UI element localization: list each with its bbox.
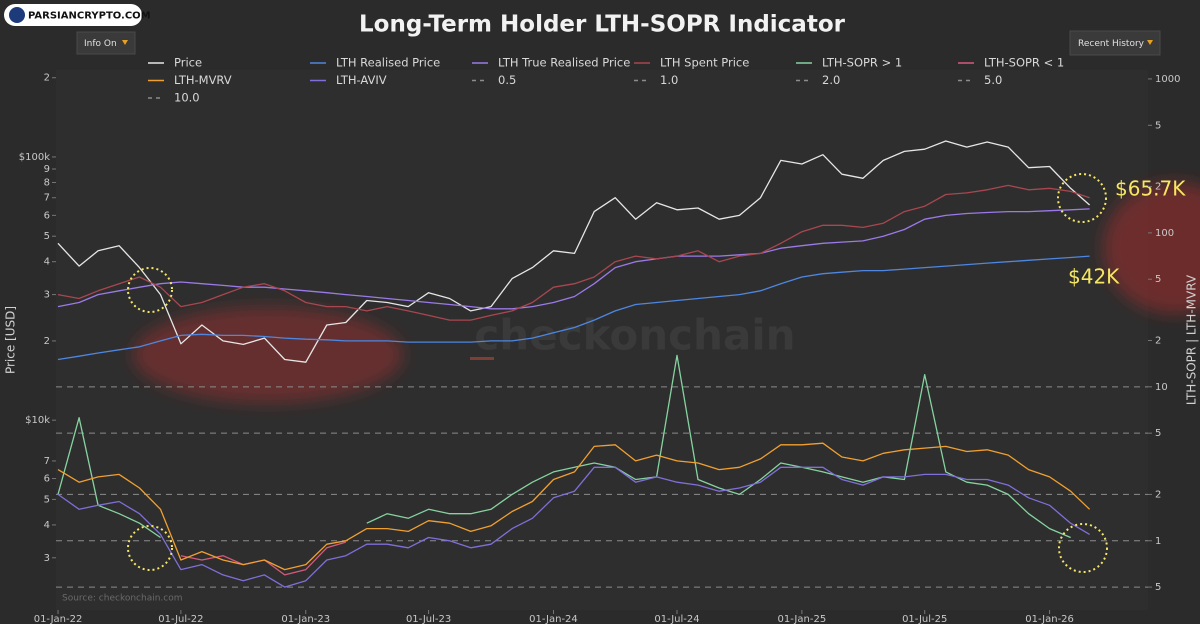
- button-label[interactable]: Recent History: [1078, 39, 1145, 49]
- series-line: [57, 208, 1090, 310]
- legend-label: 1.0: [660, 73, 678, 87]
- legend-label: LTH-SOPR > 1: [822, 56, 902, 70]
- series-line: [57, 354, 1071, 539]
- reference-lines: [56, 386, 1148, 588]
- y-tick-label: 2: [44, 73, 50, 84]
- logo-icon: [9, 7, 25, 23]
- series-lines: [57, 140, 1091, 588]
- x-tick-label: 01-Jul-25: [902, 614, 947, 624]
- y-tick-label: $10k: [25, 415, 50, 426]
- dropdown-arrow[interactable]: [122, 40, 128, 45]
- legend-label: Price: [174, 56, 202, 70]
- y-tick-label: 8: [44, 177, 50, 188]
- button-bg[interactable]: [76, 31, 136, 55]
- logo-pill: [4, 4, 142, 26]
- legend-label: LTH-MVRV: [174, 73, 232, 87]
- y-tick-label: 5: [44, 231, 50, 242]
- highlight-glow: [133, 307, 403, 403]
- series-line: [57, 184, 1090, 321]
- y2-tick-label: 5: [1155, 582, 1161, 593]
- legend-label: LTH Realised Price: [336, 56, 440, 70]
- history-button[interactable]: Recent History: [1069, 30, 1161, 56]
- annotation: $42K: [1068, 265, 1120, 289]
- y-tick-label: 2: [44, 336, 50, 347]
- logo-text: PARSIANCRYPTO.COM: [28, 11, 151, 22]
- highlight-circle: [1057, 173, 1107, 223]
- x-tick-label: 01-Jul-22: [158, 614, 203, 624]
- legend-label: LTH-SOPR < 1: [984, 56, 1064, 70]
- dropdown-arrow[interactable]: [1147, 40, 1153, 45]
- y2-tick-label: 5: [1155, 120, 1161, 131]
- y2-tick-label: 2: [1155, 489, 1161, 500]
- series-line: [57, 140, 1091, 363]
- y-tick-label: $100k: [19, 152, 50, 163]
- highlight-glow: [1103, 182, 1200, 314]
- highlight-circle: [127, 525, 173, 571]
- watermark-mark: [470, 357, 494, 360]
- series-line: [57, 442, 1091, 571]
- highlight-circle: [127, 267, 173, 313]
- y-tick-label: 9: [44, 164, 50, 175]
- legend-label: LTH True Realised Price: [498, 56, 630, 70]
- y-tick-label: 4: [44, 257, 50, 268]
- y-tick-label: 6: [44, 210, 50, 221]
- series-line: [57, 255, 1090, 361]
- legend-label: 10.0: [174, 91, 200, 105]
- chart-title: Long-Term Holder LTH-SOPR Indicator: [359, 12, 846, 38]
- logo: PARSIANCRYPTO.COM: [4, 4, 151, 26]
- y-tick-label: 5: [44, 494, 50, 505]
- info-button[interactable]: Info On: [76, 31, 136, 55]
- y2-tick-label: 100: [1155, 228, 1174, 239]
- x-tick-label: 01-Jan-24: [529, 614, 578, 624]
- button-label[interactable]: Info On: [84, 39, 117, 49]
- highlight-circle: [1058, 523, 1108, 573]
- y2-tick-label: 1000: [1155, 74, 1180, 85]
- legend-label: 5.0: [984, 73, 1002, 87]
- y2-tick-label: 2: [1155, 182, 1161, 193]
- watermark: checkonchain: [474, 311, 795, 360]
- annotation: $65.7K: [1115, 177, 1186, 201]
- source: Source: checkonchain.com: [62, 594, 183, 604]
- y2-tick-label: 5: [1155, 274, 1161, 285]
- y-tick-label: 7: [44, 456, 50, 467]
- x-tick-label: 01-Jul-23: [406, 614, 451, 624]
- y2-tick-label: 5: [1155, 428, 1161, 439]
- y2-axis-title: LTH-SOPR | LTH-MVRV: [1185, 274, 1199, 405]
- series-line: [57, 466, 1090, 588]
- y-tick-label: 3: [44, 290, 50, 301]
- x-tick-label: 01-Jan-25: [778, 614, 827, 624]
- y-axis-title: Price [USD]: [4, 306, 18, 374]
- x-tick-label: 01-Jul-24: [654, 614, 699, 624]
- y2-tick-label: 1: [1155, 536, 1161, 547]
- button-bg[interactable]: [1069, 30, 1161, 56]
- legend-label: LTH Spent Price: [660, 56, 749, 70]
- y-tick-label: 4: [44, 520, 50, 531]
- legend: Price LTH Realised Price LTH True Realised…: [148, 56, 1064, 105]
- y-tick-label: 3: [44, 553, 50, 564]
- y-tick-label: 7: [44, 193, 50, 204]
- legend-label: LTH-AVIV: [336, 73, 387, 87]
- x-tick-label: 01-Jan-22: [34, 614, 83, 624]
- legend-label: 0.5: [498, 73, 516, 87]
- y-tick-label: 6: [44, 474, 50, 485]
- y2-tick-label: 2: [1155, 335, 1161, 346]
- y2-tick-label: 10: [1155, 382, 1168, 393]
- legend-label: 2.0: [822, 73, 840, 87]
- x-tick-label: 01-Jan-23: [281, 614, 330, 624]
- x-tick-label: 01-Jan-26: [1025, 614, 1074, 624]
